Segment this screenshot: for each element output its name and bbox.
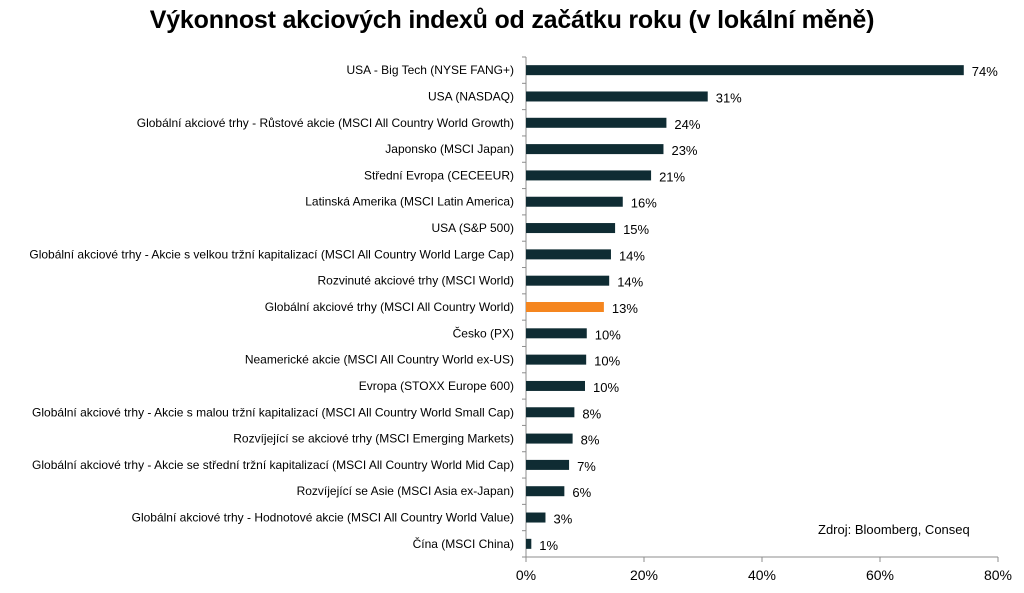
x-tick-label: 40% xyxy=(748,567,776,583)
bar xyxy=(526,196,623,207)
bar xyxy=(526,65,964,76)
category-label: Neamerické akcie (MSCI All Country World… xyxy=(245,353,514,367)
data-label: 10% xyxy=(594,354,620,369)
data-label: 3% xyxy=(553,512,572,527)
category-label: USA (S&P 500) xyxy=(432,221,515,235)
bar xyxy=(526,249,611,260)
category-label: Globální akciové trhy - Akcie se střední… xyxy=(32,458,514,472)
category-label: Japonsko (MSCI Japan) xyxy=(385,142,514,156)
data-label: 74% xyxy=(972,64,998,79)
data-label: 7% xyxy=(577,459,596,474)
category-label: USA (NASDAQ) xyxy=(428,89,514,103)
category-label: Rozvíjející se akciové trhy (MSCI Emergi… xyxy=(233,432,514,446)
data-label: 10% xyxy=(593,380,619,395)
category-label: Rozvinuté akciové trhy (MSCI World) xyxy=(318,274,515,288)
x-tick-label: 60% xyxy=(866,567,894,583)
bar xyxy=(526,117,667,128)
data-label: 8% xyxy=(582,406,601,421)
bar xyxy=(526,380,585,391)
category-label: Globální akciové trhy - Akcie s malou tr… xyxy=(32,405,514,419)
data-label: 16% xyxy=(631,196,657,211)
category-label: USA - Big Tech (NYSE FANG+) xyxy=(346,63,514,77)
category-label: Čína (MSCI China) xyxy=(413,536,514,551)
x-tick-label: 20% xyxy=(630,567,658,583)
bar xyxy=(526,223,616,234)
bar xyxy=(526,302,604,312)
chart-title: Výkonnost akciových indexů od začátku ro… xyxy=(149,6,875,34)
bar xyxy=(526,91,708,102)
bar xyxy=(526,459,570,470)
data-label: 15% xyxy=(623,222,649,237)
category-label: Globální akciové trhy (MSCI All Country … xyxy=(265,300,514,314)
data-label: 6% xyxy=(572,485,591,500)
bar xyxy=(526,407,575,418)
data-label: 31% xyxy=(716,90,742,105)
category-label: Latinská Amerika (MSCI Latin America) xyxy=(305,195,514,209)
bars xyxy=(526,65,964,549)
source-note: Zdroj: Bloomberg, Conseq xyxy=(818,522,970,537)
category-label: Česko (PX) xyxy=(453,325,514,340)
data-label: 14% xyxy=(617,275,643,290)
category-label: Evropa (STOXX Europe 600) xyxy=(359,379,514,393)
data-label: 21% xyxy=(659,169,685,184)
bar xyxy=(526,354,587,365)
data-label: 1% xyxy=(539,538,558,553)
bar xyxy=(526,512,546,523)
bar xyxy=(526,538,532,549)
labels: 0% 20% 40% 60% 80% USA - Big Tech (NYSE FANG+… xyxy=(29,63,1012,583)
bar xyxy=(526,170,652,181)
bar xyxy=(526,486,565,497)
category-label: Střední Evropa (CECEEUR) xyxy=(364,168,514,182)
data-label: 14% xyxy=(619,248,645,263)
category-label: Globální akciové trhy - Hodnotové akcie … xyxy=(132,511,514,525)
category-label: Globální akciové trhy - Růstové akcie (M… xyxy=(137,116,514,130)
x-tick-label: 80% xyxy=(984,567,1012,583)
data-label: 8% xyxy=(581,433,600,448)
category-label: Globální akciové trhy - Akcie s velkou t… xyxy=(29,247,514,261)
data-label: 13% xyxy=(612,301,638,316)
x-tick-label: 0% xyxy=(516,567,536,583)
bar xyxy=(526,328,587,339)
bar xyxy=(526,275,610,286)
bar xyxy=(526,433,573,444)
data-label: 24% xyxy=(674,117,700,132)
data-label: 10% xyxy=(595,327,621,342)
data-label: 23% xyxy=(671,143,697,158)
category-label: Rozvíjející se Asie (MSCI Asia ex-Japan) xyxy=(297,484,514,498)
bar xyxy=(526,144,664,155)
